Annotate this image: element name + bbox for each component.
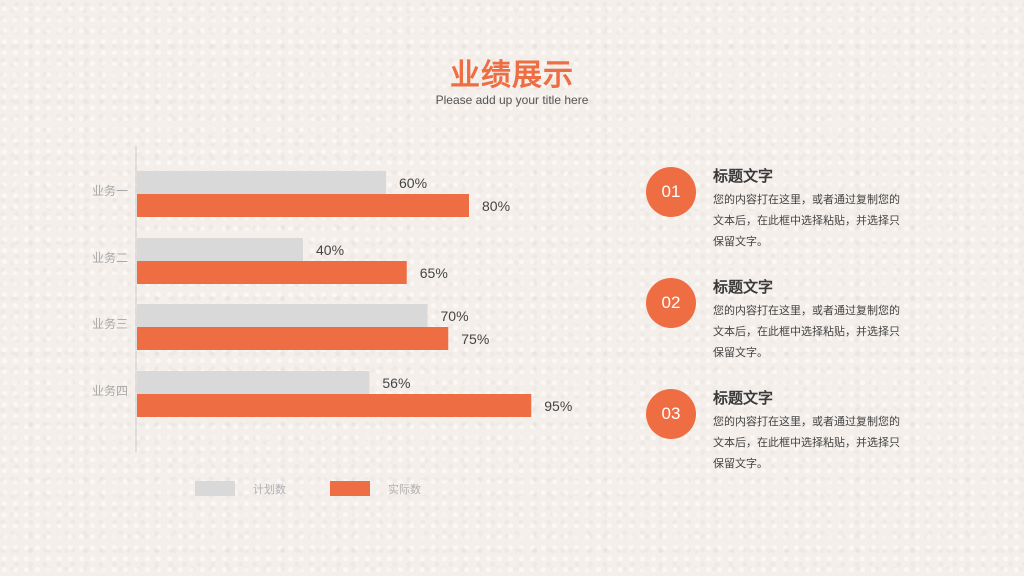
- actual-bar: [137, 327, 449, 350]
- actual-bar: [137, 194, 469, 217]
- number-badge: 01: [646, 167, 696, 217]
- legend-label: 实际数: [388, 482, 421, 496]
- item-heading: 标题文字: [713, 167, 774, 185]
- data-label: 95%: [544, 398, 572, 414]
- info-item-2: 02 标题文字 您的内容打在这里，或者通过复制您的文本后，在此框中选择粘贴，并选…: [646, 278, 916, 368]
- item-heading: 标题文字: [713, 389, 774, 407]
- data-label: 70%: [441, 308, 469, 324]
- plan-bar: [137, 304, 428, 327]
- category-label: 业务一: [92, 183, 128, 198]
- number-badge: 02: [646, 278, 696, 328]
- item-text: 您的内容打在这里，或者通过复制您的文本后，在此框中选择粘贴，并选择只保留文字。: [713, 193, 900, 248]
- legend-swatch: [330, 481, 370, 496]
- info-item-3: 03 标题文字 您的内容打在这里，或者通过复制您的文本后，在此框中选择粘贴，并选…: [646, 389, 916, 479]
- item-text: 您的内容打在这里，或者通过复制您的文本后，在此框中选择粘贴，并选择只保留文字。: [713, 304, 900, 359]
- legend-swatch: [195, 481, 235, 496]
- category-label: 业务四: [92, 383, 128, 398]
- data-label: 80%: [482, 198, 510, 214]
- plan-bar: [137, 371, 370, 394]
- data-label: 75%: [461, 331, 489, 347]
- plan-bar: [137, 238, 303, 261]
- info-item-1: 01 标题文字 您的内容打在这里，或者通过复制您的文本后，在此框中选择粘贴，并选…: [646, 167, 916, 257]
- data-label: 65%: [420, 265, 448, 281]
- page-title: 业绩展示: [450, 58, 574, 93]
- item-text: 您的内容打在这里，或者通过复制您的文本后，在此框中选择粘贴，并选择只保留文字。: [713, 415, 900, 470]
- legend-label: 计划数: [253, 483, 286, 496]
- actual-bar: [137, 394, 532, 417]
- category-label: 业务三: [92, 316, 128, 331]
- data-label: 56%: [382, 375, 410, 391]
- item-heading: 标题文字: [713, 278, 774, 296]
- page-subtitle: Please add up your title here: [435, 93, 589, 107]
- number-badge: 03: [646, 389, 696, 439]
- actual-bar: [137, 261, 407, 284]
- bar-chart: 业务一 60% 80% 业务二 40% 65% 业务三 70% 75% 业务四 56% 95% 计划数 实…: [92, 146, 572, 496]
- data-label: 60%: [399, 175, 427, 191]
- data-label: 40%: [316, 242, 344, 258]
- category-label: 业务二: [92, 250, 128, 265]
- plan-bar: [137, 171, 386, 194]
